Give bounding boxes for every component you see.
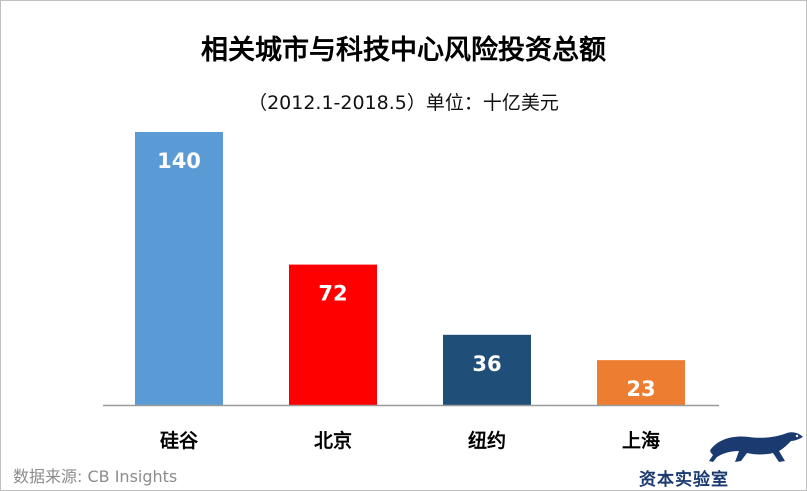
bar <box>597 360 685 405</box>
brand-watermark: 资本实验室 <box>639 431 807 490</box>
data-label: 36 <box>472 352 501 376</box>
brand-name: 资本实验室 <box>639 470 729 490</box>
chart-title: 相关城市与科技中心风险投资总额 <box>201 35 606 66</box>
bar <box>289 264 377 405</box>
bar <box>135 132 223 405</box>
source-note: 数据来源: CB Insights <box>13 467 178 486</box>
x-tick-label: 北京 <box>314 429 352 452</box>
data-label: 23 <box>626 377 655 401</box>
data-label: 72 <box>318 282 347 306</box>
chart-subtitle: （2012.1-2018.5）单位：十亿美元 <box>248 92 559 114</box>
x-tick-label: 硅谷 <box>160 430 199 452</box>
data-label: 140 <box>157 149 201 173</box>
leopard-icon <box>709 432 803 462</box>
bar-chart: 140 硅谷 72 北京 36 纽约 23 上海 <box>103 132 719 452</box>
bar <box>443 334 531 405</box>
x-tick-label: 上海 <box>622 429 660 452</box>
x-tick-label: 纽约 <box>468 429 506 452</box>
